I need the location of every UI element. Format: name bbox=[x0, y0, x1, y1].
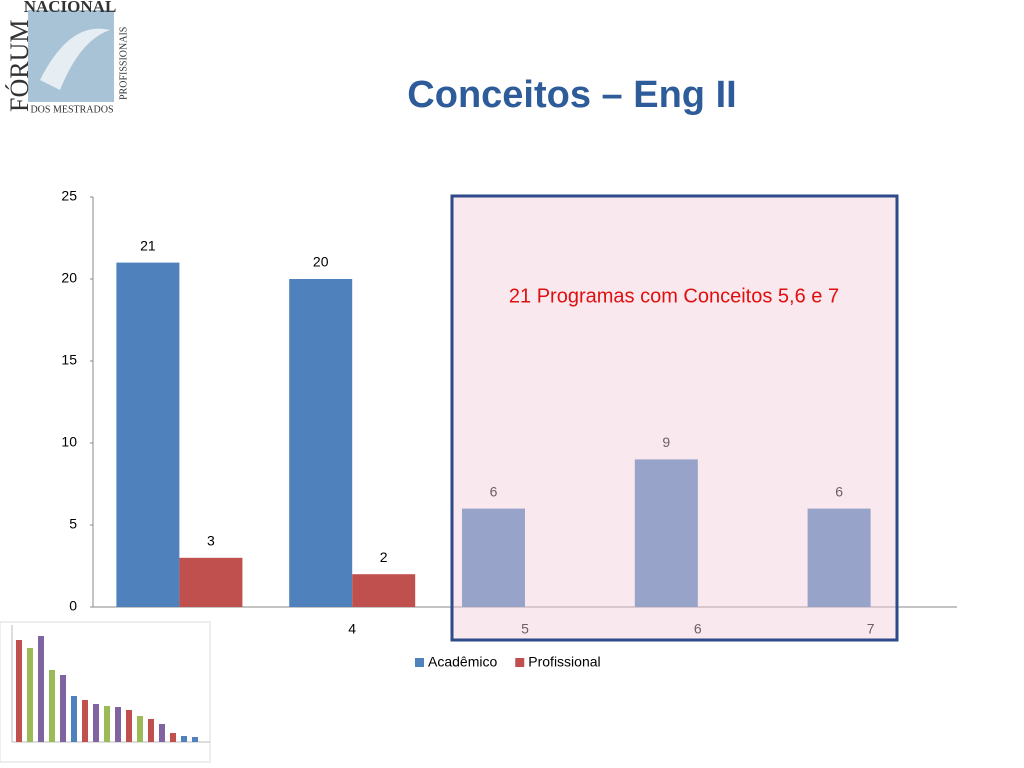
legend-swatch bbox=[515, 658, 525, 667]
data-label: 2 bbox=[380, 549, 388, 565]
legend-label: Acadêmico bbox=[428, 654, 497, 670]
thumbnail-bar bbox=[93, 704, 99, 742]
thumbnail-bar bbox=[159, 724, 165, 742]
x-tick-label: 4 bbox=[348, 621, 356, 637]
data-label: 6 bbox=[835, 483, 843, 499]
data-label: 6 bbox=[490, 483, 498, 499]
y-tick-label: 10 bbox=[61, 434, 77, 450]
logo-text: DOS MESTRADOS bbox=[30, 104, 113, 115]
thumbnail-bar bbox=[170, 733, 176, 742]
thumbnail-bar bbox=[115, 707, 121, 742]
y-tick-label: 0 bbox=[69, 598, 77, 614]
thumbnail-bar bbox=[38, 636, 44, 742]
bar bbox=[289, 279, 353, 607]
data-label: 21 bbox=[140, 237, 156, 253]
thumbnail-bar bbox=[148, 719, 154, 742]
logo: NACIONAL FÓRUM PROFISSIONAIS DOS MESTRAD… bbox=[5, 0, 129, 115]
x-tick-label: 7 bbox=[867, 621, 875, 637]
bar bbox=[807, 508, 871, 607]
y-tick-label: 15 bbox=[61, 352, 77, 368]
chart-title: Conceitos – Eng II bbox=[407, 74, 736, 116]
plot-area: 0510152025213420256697621 Programas com … bbox=[61, 188, 957, 670]
thumbnail-bar bbox=[137, 716, 143, 742]
bar bbox=[462, 508, 525, 607]
thumbnail-bar bbox=[27, 648, 33, 742]
thumbnail-chart bbox=[0, 621, 211, 763]
bar bbox=[179, 557, 243, 607]
thumbnail-bar bbox=[82, 700, 88, 742]
logo-text: PROFISSIONAIS bbox=[118, 27, 129, 100]
bar bbox=[116, 262, 180, 607]
annotation: 21 Programas com Conceitos 5,6 e 7 bbox=[509, 285, 839, 307]
highlight-box bbox=[450, 194, 899, 642]
thumbnail-bar bbox=[104, 706, 110, 742]
data-label: 9 bbox=[662, 434, 670, 450]
thumbnail-bar bbox=[16, 640, 22, 742]
thumbnail-bar bbox=[181, 736, 187, 742]
thumbnail-bar bbox=[49, 670, 55, 742]
y-tick-label: 5 bbox=[69, 516, 77, 532]
data-label: 3 bbox=[207, 533, 215, 549]
y-tick-label: 25 bbox=[61, 188, 77, 204]
logo-text: FÓRUM bbox=[5, 20, 34, 112]
data-label: 20 bbox=[313, 254, 329, 270]
thumbnail-bar bbox=[192, 737, 198, 742]
legend: Acadêmico Profissional bbox=[415, 654, 601, 670]
bar bbox=[352, 574, 416, 607]
x-tick-label: 5 bbox=[521, 621, 529, 637]
legend-label: Profissional bbox=[528, 654, 600, 670]
bar bbox=[634, 459, 698, 607]
x-tick-label: 6 bbox=[694, 621, 702, 637]
y-tick-label: 20 bbox=[61, 270, 77, 286]
thumbnail-bar bbox=[71, 696, 77, 742]
thumbnail-bar bbox=[126, 710, 132, 742]
logo-text: NACIONAL bbox=[24, 0, 117, 16]
thumbnail-bar bbox=[60, 675, 66, 742]
logo-swoosh bbox=[40, 28, 110, 90]
legend-swatch bbox=[415, 658, 424, 667]
